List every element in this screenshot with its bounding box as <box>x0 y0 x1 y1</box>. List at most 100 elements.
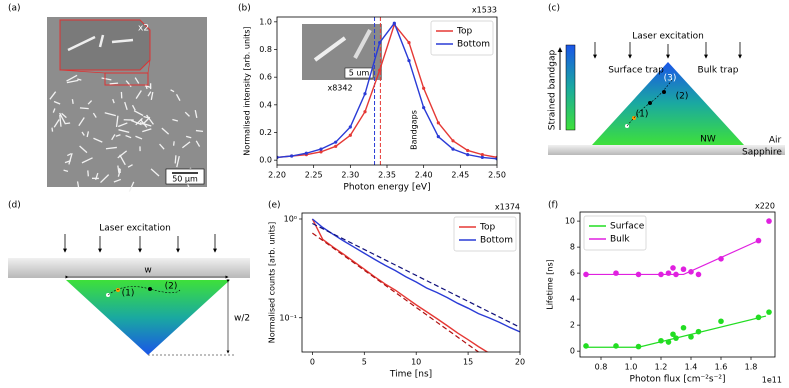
data-point <box>436 135 440 139</box>
nanowire <box>115 134 121 137</box>
nanowire <box>63 169 69 172</box>
nanowire <box>111 134 116 141</box>
nanowire <box>59 114 62 127</box>
nanowire <box>53 100 61 105</box>
series-line <box>277 23 497 159</box>
colorbar-label: Strained bandgap <box>548 50 558 131</box>
data-point <box>348 133 352 137</box>
annotation: x1374 <box>495 203 520 212</box>
nanowire <box>94 172 99 181</box>
x-tick-label: 1.0 <box>625 363 638 372</box>
y-tick-label: 0.4 <box>259 100 272 109</box>
nanowire <box>117 165 120 174</box>
surface-trap-label: Surface trap <box>608 66 664 76</box>
data-point <box>407 58 411 63</box>
nanowire <box>53 119 60 128</box>
nanowire <box>185 135 192 139</box>
nanowire <box>176 155 180 168</box>
laser-label: Laser excitation <box>632 32 704 42</box>
x-tick-label: 1.8 <box>745 363 758 372</box>
nanowire <box>105 146 117 150</box>
legend-label: Bottom <box>457 40 490 50</box>
x-tick-label: 0.8 <box>595 363 608 372</box>
nanowire <box>79 145 88 154</box>
nanowire <box>139 122 152 127</box>
data-point <box>451 147 455 151</box>
fit-line <box>312 222 520 328</box>
legend-label: Top <box>479 223 495 233</box>
nanowire <box>81 157 93 164</box>
x-tick-label: 5 <box>362 358 367 367</box>
data-point <box>436 121 440 125</box>
data-point <box>422 86 426 90</box>
data-point <box>392 21 396 25</box>
nanowire <box>195 140 201 147</box>
scale-bar-label: 50 μm <box>172 175 198 184</box>
nanowire <box>144 85 152 89</box>
x-tick-label: 2.25 <box>305 171 323 180</box>
nanowire <box>61 112 67 119</box>
nanowire <box>172 141 175 146</box>
inset-image <box>302 24 382 80</box>
data-point <box>613 343 619 349</box>
nanowire <box>195 129 204 132</box>
axes-frame <box>276 16 498 166</box>
y-tick-label: 8 <box>570 243 575 252</box>
x-tick-label: 10 <box>411 358 421 367</box>
data-point <box>718 318 724 325</box>
legend-label: Top <box>456 27 472 37</box>
data-point <box>451 139 455 143</box>
data-point <box>766 218 772 224</box>
nanowire <box>142 128 152 133</box>
nanowire <box>184 111 190 117</box>
diagram-c: Laser excitation Surface trap Bulk trap … <box>548 32 785 158</box>
data-point <box>319 150 323 154</box>
nanowire <box>112 98 115 104</box>
data-point <box>466 148 470 153</box>
y-tick-label: 4 <box>570 295 575 304</box>
y-tick-label: 1.0 <box>259 17 272 26</box>
nanowire <box>124 101 128 110</box>
data-point <box>407 40 411 45</box>
data-point <box>670 265 676 271</box>
nanowire <box>117 122 128 128</box>
nanowire <box>125 80 132 88</box>
data-point <box>378 68 382 72</box>
data-point <box>378 40 382 45</box>
y-tick-label: 0.2 <box>259 128 272 137</box>
fit-line <box>586 315 767 348</box>
width-label: w <box>144 266 151 276</box>
nanowire <box>115 115 119 127</box>
nanowire <box>150 91 154 100</box>
nanowire <box>113 178 121 183</box>
x-axis-label: Photon energy [eV] <box>343 183 430 193</box>
x-tick-label: 2.40 <box>415 171 433 180</box>
nanowire <box>130 119 142 126</box>
data-point <box>583 343 589 349</box>
series-line <box>311 218 520 333</box>
legend-box <box>583 215 647 251</box>
nanowire <box>104 112 116 117</box>
data-point <box>688 334 694 340</box>
plot-area <box>277 17 497 165</box>
laser-label: Laser excitation <box>99 224 171 234</box>
y-tick-label: 6 <box>570 269 575 278</box>
nanowire <box>87 100 93 105</box>
panel-label: (f) <box>548 201 558 211</box>
zoom-label: x2 <box>138 24 149 34</box>
annotation: x1533 <box>472 6 497 15</box>
y-axis-label: Lifetime [ns] <box>546 259 555 310</box>
y-tick-label: 0.8 <box>259 45 272 54</box>
plot-area <box>583 218 772 350</box>
data-point <box>304 151 308 155</box>
nanowire <box>59 112 66 124</box>
panel-label: (b) <box>238 4 251 14</box>
annotation: Bandgaps <box>410 110 419 150</box>
data-point <box>466 153 470 157</box>
diagram-d: Laser excitation w w/2 (1) (2) <box>8 224 250 356</box>
nanowire <box>175 93 181 102</box>
panel-label: (c) <box>548 4 560 14</box>
nw-label: NW <box>700 135 716 145</box>
axes-frame <box>301 212 521 353</box>
